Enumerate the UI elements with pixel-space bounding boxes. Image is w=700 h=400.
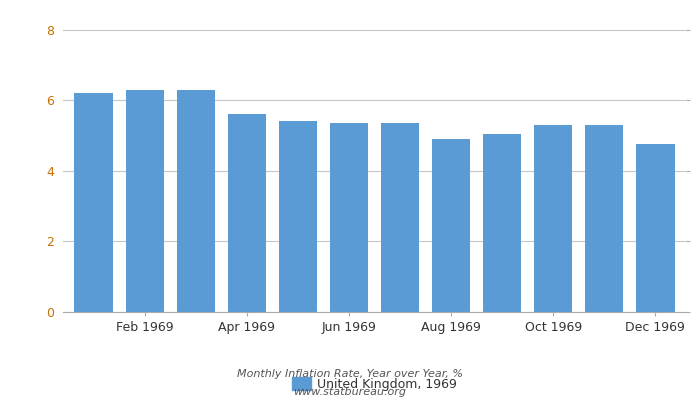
Bar <box>74 93 113 312</box>
Bar <box>432 139 470 312</box>
Bar <box>483 134 522 312</box>
Legend: United Kingdom, 1969: United Kingdom, 1969 <box>287 372 462 396</box>
Text: www.statbureau.org: www.statbureau.org <box>293 387 407 397</box>
Bar <box>279 122 317 312</box>
Bar <box>228 114 266 312</box>
Bar <box>176 90 215 312</box>
Bar <box>534 125 573 312</box>
Text: Monthly Inflation Rate, Year over Year, %: Monthly Inflation Rate, Year over Year, … <box>237 369 463 379</box>
Bar <box>636 144 675 312</box>
Bar <box>330 123 368 312</box>
Bar <box>125 90 164 312</box>
Bar <box>381 123 419 312</box>
Bar <box>585 125 624 312</box>
